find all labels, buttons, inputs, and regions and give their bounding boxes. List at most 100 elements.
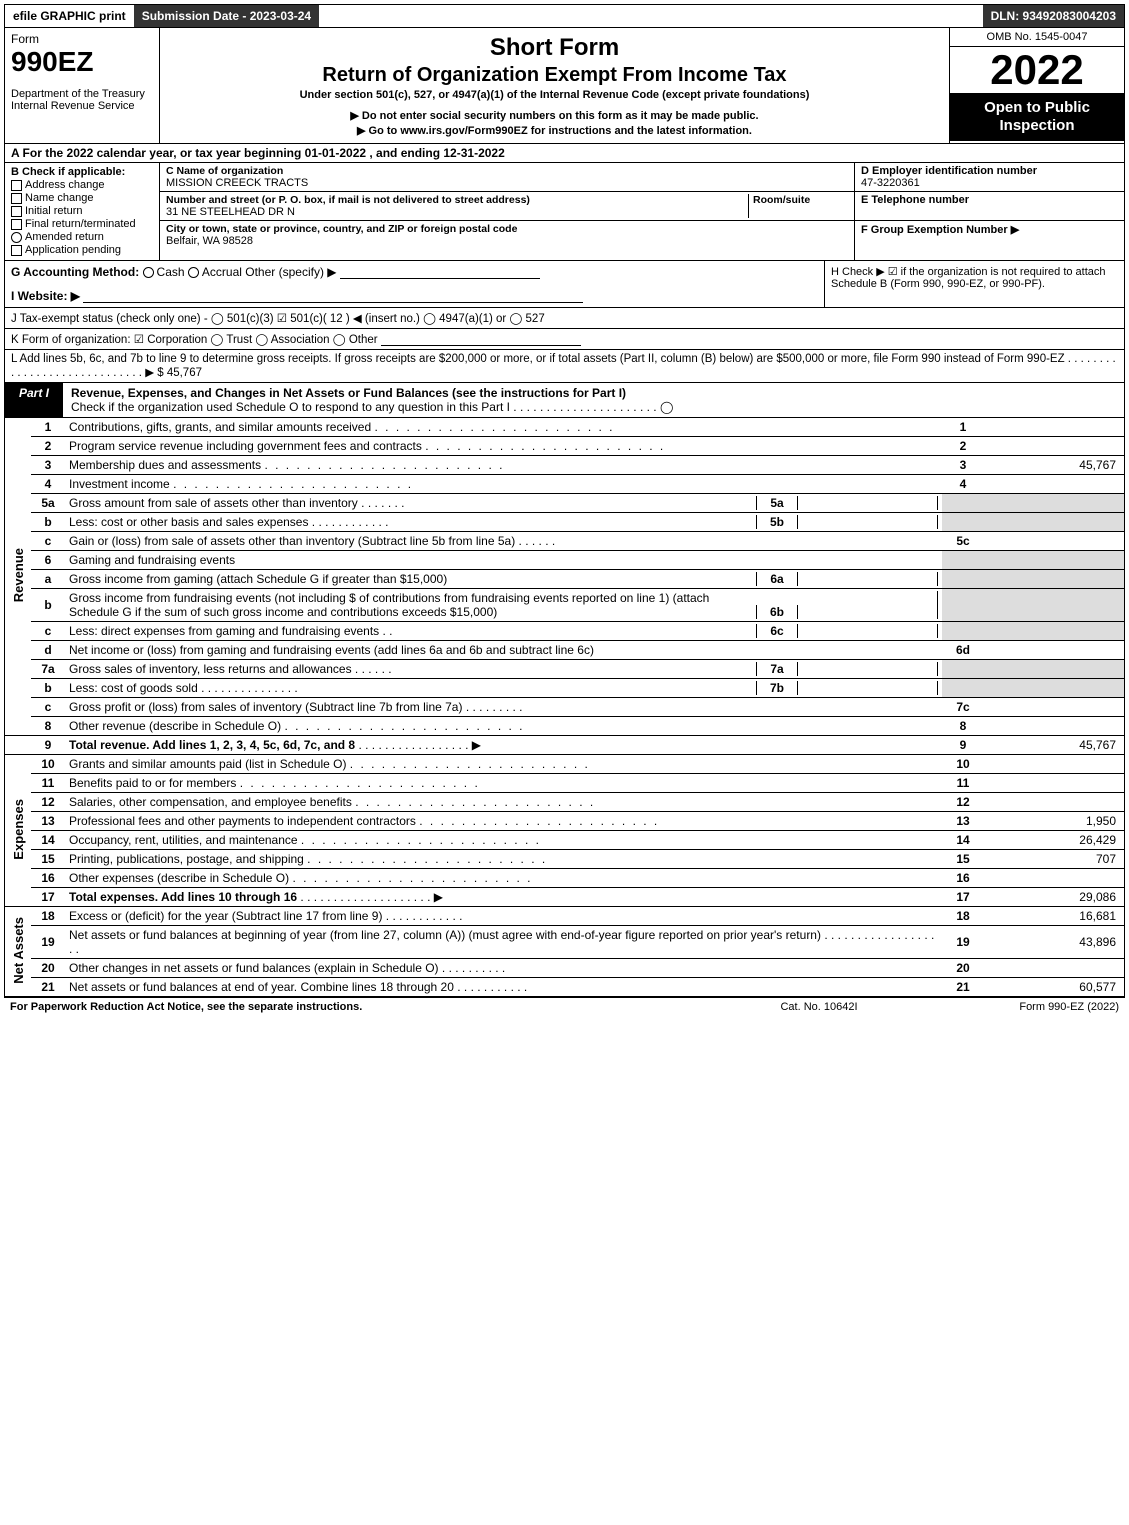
line-5a: 5aGross amount from sale of assets other… <box>5 494 1124 513</box>
c-name-label: C Name of organization <box>166 165 848 177</box>
footer-right: Form 990-EZ (2022) <box>919 1001 1119 1013</box>
line-18: Net Assets 18Excess or (deficit) for the… <box>5 907 1124 926</box>
efile-label[interactable]: efile GRAPHIC print <box>5 5 134 27</box>
line-7b: bLess: cost of goods sold . . . . . . . … <box>5 679 1124 698</box>
line-11: 11Benefits paid to or for members 11 <box>5 774 1124 793</box>
line-7c: cGross profit or (loss) from sales of in… <box>5 698 1124 717</box>
org-street: 31 NE STEELHEAD DR N <box>166 206 748 218</box>
part1-table: Revenue 1Contributions, gifts, grants, a… <box>5 418 1124 997</box>
footer-left: For Paperwork Reduction Act Notice, see … <box>10 1001 719 1013</box>
line-6b: bGross income from fundraising events (n… <box>5 589 1124 622</box>
ein: 47-3220361 <box>861 177 920 189</box>
line-16: 16Other expenses (describe in Schedule O… <box>5 869 1124 888</box>
line-21: 21Net assets or fund balances at end of … <box>5 978 1124 997</box>
b-title: B Check if applicable: <box>11 166 125 178</box>
tax-year: 2022 <box>950 47 1124 93</box>
line-14: 14Occupancy, rent, utilities, and mainte… <box>5 831 1124 850</box>
chk-amended[interactable]: Amended return <box>11 231 153 243</box>
g-label: G Accounting Method: <box>11 265 139 279</box>
row-k: K Form of organization: ☑ Corporation ◯ … <box>5 329 1124 350</box>
row-h: H Check ▶ ☑ if the organization is not r… <box>824 261 1124 307</box>
part1-pill: Part I <box>5 383 63 417</box>
submission-date: Submission Date - 2023-03-24 <box>134 5 319 27</box>
g-accrual[interactable] <box>188 267 199 278</box>
section-b-c-d: B Check if applicable: Address change Na… <box>5 163 1124 261</box>
e-label: E Telephone number <box>861 194 969 206</box>
form-label: Form <box>11 32 153 46</box>
open-public: Open to Public Inspection <box>950 93 1124 141</box>
chk-name-change[interactable]: Name change <box>11 192 153 204</box>
k-other-field[interactable] <box>381 332 581 346</box>
line-1: Revenue 1Contributions, gifts, grants, a… <box>5 418 1124 437</box>
dept-line2: Internal Revenue Service <box>11 100 153 112</box>
footer-mid: Cat. No. 10642I <box>719 1001 919 1013</box>
dln: DLN: 93492083004203 <box>983 5 1124 27</box>
row-a-text: A For the 2022 calendar year, or tax yea… <box>11 146 505 160</box>
side-revenue: Revenue <box>11 548 26 602</box>
header-mid: Short Form Return of Organization Exempt… <box>160 28 949 143</box>
header: Form 990EZ Department of the Treasury In… <box>5 28 1124 144</box>
row-g: G Accounting Method: Cash Accrual Other … <box>5 261 824 307</box>
omb-number: OMB No. 1545-0047 <box>950 28 1124 47</box>
line-8: 8Other revenue (describe in Schedule O) … <box>5 717 1124 736</box>
f-label: F Group Exemption Number ▶ <box>861 224 1019 236</box>
line-5c: cGain or (loss) from sale of assets othe… <box>5 532 1124 551</box>
short-form-title: Short Form <box>166 34 943 62</box>
part1-header: Part I Revenue, Expenses, and Changes in… <box>5 383 1124 418</box>
org-name: MISSION CREECK TRACTS <box>166 177 848 189</box>
form-body: Form 990EZ Department of the Treasury In… <box>4 28 1125 998</box>
line-6: 6Gaming and fundraising events <box>5 551 1124 570</box>
side-net-assets: Net Assets <box>11 917 26 984</box>
g-other: Other (specify) ▶ <box>245 265 336 279</box>
line-12: 12Salaries, other compensation, and empl… <box>5 793 1124 812</box>
ssn-warning: ▶ Do not enter social security numbers o… <box>166 109 943 122</box>
g-other-field[interactable] <box>340 265 540 279</box>
header-right: OMB No. 1545-0047 2022 Open to Public In… <box>949 28 1124 143</box>
col-def: D Employer identification number 47-3220… <box>854 163 1124 260</box>
line-6c: cLess: direct expenses from gaming and f… <box>5 622 1124 641</box>
row-g-h: G Accounting Method: Cash Accrual Other … <box>5 261 1124 308</box>
website-field[interactable] <box>83 289 583 303</box>
side-expenses: Expenses <box>11 799 26 860</box>
row-l: L Add lines 5b, 6c, and 7b to line 9 to … <box>5 350 1124 383</box>
line-6d: dNet income or (loss) from gaming and fu… <box>5 641 1124 660</box>
goto-link[interactable]: ▶ Go to www.irs.gov/Form990EZ for instru… <box>166 124 943 137</box>
line-5b: bLess: cost or other basis and sales exp… <box>5 513 1124 532</box>
line-15: 15Printing, publications, postage, and s… <box>5 850 1124 869</box>
line-4: 4Investment income 4 <box>5 475 1124 494</box>
col-c: C Name of organization MISSION CREECK TR… <box>160 163 854 260</box>
line-17: 17Total expenses. Add lines 10 through 1… <box>5 888 1124 907</box>
d-label: D Employer identification number <box>861 165 1037 177</box>
c-city-label: City or town, state or province, country… <box>166 223 848 235</box>
line-6a: aGross income from gaming (attach Schedu… <box>5 570 1124 589</box>
header-left: Form 990EZ Department of the Treasury In… <box>5 28 160 143</box>
main-title: Return of Organization Exempt From Incom… <box>166 64 943 87</box>
subtitle: Under section 501(c), 527, or 4947(a)(1)… <box>166 89 943 101</box>
chk-pending[interactable]: Application pending <box>11 244 153 256</box>
line-13: 13Professional fees and other payments t… <box>5 812 1124 831</box>
org-city: Belfair, WA 98528 <box>166 235 848 247</box>
part1-title: Revenue, Expenses, and Changes in Net As… <box>71 386 626 400</box>
row-k-text: K Form of organization: ☑ Corporation ◯ … <box>11 334 378 346</box>
line-3: 3Membership dues and assessments 345,767 <box>5 456 1124 475</box>
line-19: 19Net assets or fund balances at beginni… <box>5 926 1124 959</box>
footer: For Paperwork Reduction Act Notice, see … <box>4 998 1125 1016</box>
chk-initial-return[interactable]: Initial return <box>11 205 153 217</box>
row-j: J Tax-exempt status (check only one) - ◯… <box>5 308 1124 329</box>
c-addr-label: Number and street (or P. O. box, if mail… <box>166 194 748 206</box>
dept-line1: Department of the Treasury <box>11 88 153 100</box>
g-cash[interactable] <box>143 267 154 278</box>
room-label: Room/suite <box>753 194 848 206</box>
line-7a: 7aGross sales of inventory, less returns… <box>5 660 1124 679</box>
line-2: 2Program service revenue including gover… <box>5 437 1124 456</box>
chk-final-return[interactable]: Final return/terminated <box>11 218 153 230</box>
chk-address-change[interactable]: Address change <box>11 179 153 191</box>
form-number: 990EZ <box>11 46 153 78</box>
top-bar: efile GRAPHIC print Submission Date - 20… <box>4 4 1125 28</box>
col-b: B Check if applicable: Address change Na… <box>5 163 160 260</box>
line-10: Expenses 10Grants and similar amounts pa… <box>5 755 1124 774</box>
row-a: A For the 2022 calendar year, or tax yea… <box>5 144 1124 163</box>
line-20: 20Other changes in net assets or fund ba… <box>5 959 1124 978</box>
line-9: 9Total revenue. Add lines 1, 2, 3, 4, 5c… <box>5 736 1124 755</box>
part1-check: Check if the organization used Schedule … <box>71 400 673 414</box>
